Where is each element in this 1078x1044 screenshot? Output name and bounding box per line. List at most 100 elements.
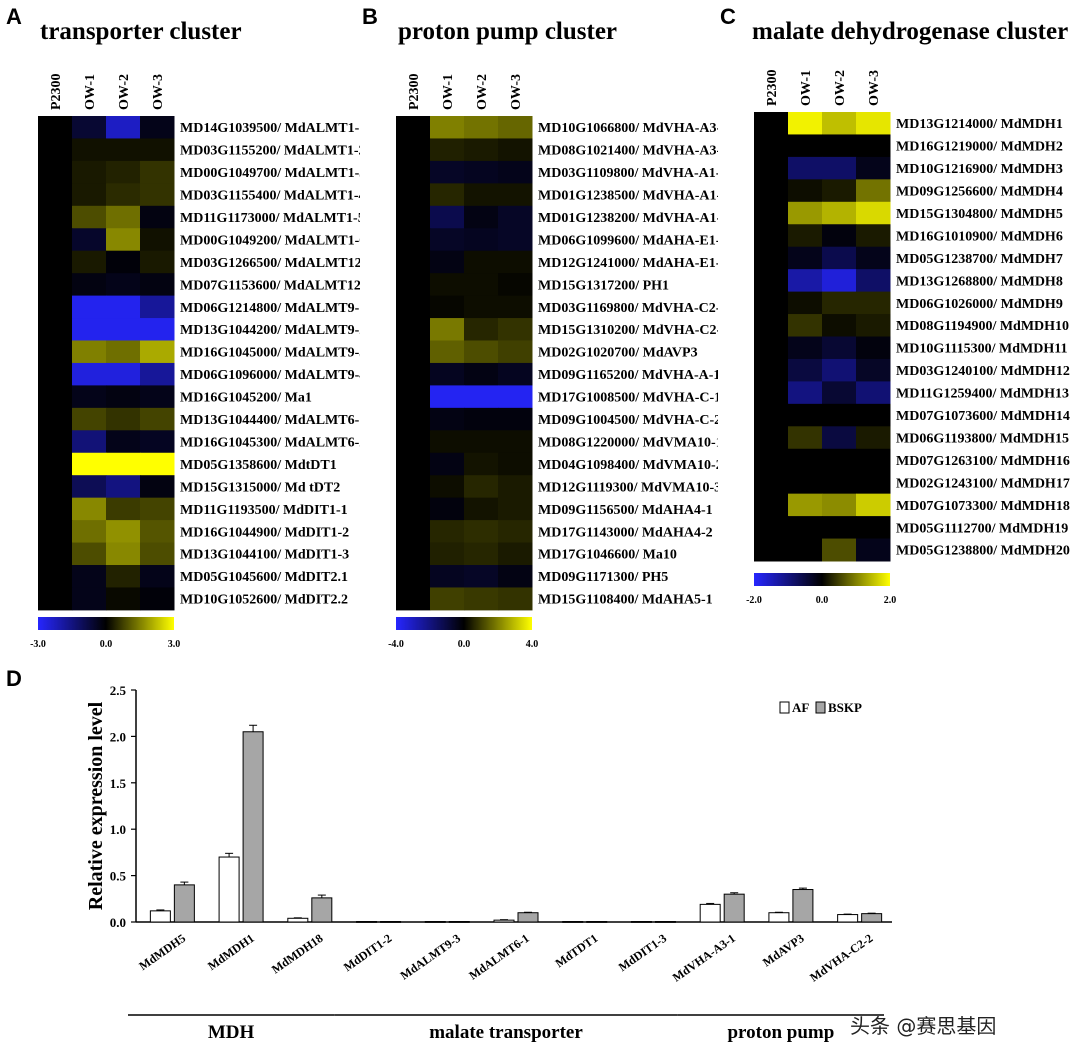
heatmap-cell [822,291,857,315]
heatmap-row-label: MD06G1099600/ MdAHA-E1-1 [538,233,718,248]
heatmap-cell [396,205,431,229]
heatmap-row-label: MD03G1266500/ MdALMT12-1 [180,256,360,271]
heatmap-cell [822,112,857,135]
heatmap-cell [430,340,465,364]
heatmap-cell [822,134,857,158]
heatmap-cell [140,250,175,274]
heatmap-cell [856,538,891,562]
y-tick-label: 2.5 [110,683,127,698]
heatmap-cell [72,542,107,566]
heatmap-cell [788,156,823,180]
heatmap-row-label: MD12G1241000/ MdAHA-E1-2 [538,256,718,271]
heatmap-cell [430,407,465,431]
heatmap-cell [430,520,465,544]
heatmap-cell [140,430,175,454]
heatmap-cell [38,250,73,274]
heatmap-row-label: MD17G1046600/ Ma10 [538,548,677,563]
legend-label-bskp: BSKP [828,700,862,715]
x-tick-label: MdMDH5 [136,931,188,973]
bar-bskp [242,731,264,923]
heatmap-cell [856,179,891,203]
heatmap-cell [38,295,73,319]
heatmap-cell [72,273,107,297]
heatmap-cell [72,565,107,588]
heatmap-cell [396,250,431,274]
heatmap-column-label: P2300 [49,73,64,110]
heatmap-row-label: MD01G1238500/ MdVHA-A1-2 [538,189,718,204]
heatmap-cell [464,138,499,162]
heatmap-cell [106,362,141,386]
y-tick-label: 0.0 [110,915,126,930]
heatmap-row-label: MD09G1156500/ MdAHA4-1 [538,503,713,518]
heatmap-cell [106,340,141,364]
heatmap-cell [430,362,465,386]
heatmap-cell [498,475,533,499]
heatmap-cell [430,497,465,521]
heatmap-cell [856,381,891,405]
heatmap-cell [498,385,533,409]
x-tick-label: MdAVP3 [760,931,807,969]
heatmap-row-label: MD00G1049200/ MdALMT1-6 [180,233,360,248]
heatmap-cell [822,358,857,382]
x-tick-label: MdTDT1 [553,931,601,970]
heatmap-column-label: OW-1 [83,74,98,110]
heatmap-cell [464,362,499,386]
heatmap-cell [430,430,465,454]
heatmap-cell [464,340,499,364]
heatmap-cell [140,228,175,252]
heatmap-cell [822,471,857,495]
heatmap-cell [72,497,107,521]
colorbar-tick-label: 2.0 [884,595,897,606]
heatmap-cell [430,385,465,409]
heatmap-cell [430,587,465,611]
y-tick-label: 1.0 [110,822,126,837]
heatmap-cell [464,116,499,139]
heatmap-cell [754,201,789,225]
heatmap-cell [106,116,141,139]
heatmap-cell [140,520,175,544]
heatmap-row-label: MD10G1115300/ MdMDH11 [896,342,1068,357]
legend-swatch-bskp [815,701,826,714]
heatmap-cell [396,452,431,476]
heatmap-cell [38,385,73,409]
heatmap-cell [106,295,141,319]
x-tick-label: MdVHA-A3-1 [670,931,738,985]
heatmap-cell [396,587,431,611]
heatmap-cell [498,340,533,364]
heatmap-cell [788,493,823,517]
heatmap-column-label: P2300 [765,69,780,106]
heatmap-cell [464,430,499,454]
heatmap-cell [72,587,107,611]
heatmap-cell [464,452,499,476]
heatmap-cell [754,471,789,495]
heatmap-row-label: MD07G1263100/ MdMDH16 [896,454,1070,469]
heatmap-cell [140,205,175,229]
heatmap-cell [106,475,141,499]
heatmap-cell [498,497,533,521]
heatmap-cell [856,269,891,293]
heatmap-mdh: P2300 OW-1 OW-2 OW-3 MD13G1214000/ MdMDH1 MD1… [746,69,1070,606]
heatmap-cell [430,160,465,184]
heatmap-cell [38,452,73,476]
heatmap-row-label: MD05G1112700/ MdMDH19 [896,521,1068,536]
heatmap-cell [106,205,141,229]
heatmap-row-label: MD05G1358600/ MdtDT1 [180,458,337,473]
heatmap-cell [788,516,823,540]
heatmap-cell [396,228,431,252]
heatmap-cell [140,318,175,341]
heatmap-cell [396,362,431,386]
heatmap-cell [140,273,175,297]
heatmap-row-label: MD10G1216900/ MdMDH3 [896,162,1063,177]
heatmap-cell [140,385,175,409]
heatmap-row-label: MD10G1052600/ MdDIT2.2 [180,593,348,608]
heatmap-column-label: OW-3 [509,74,524,110]
panel-title-b: proton pump cluster [398,18,618,45]
heatmap-cell [106,587,141,611]
panel-letter-a: A [6,4,22,29]
heatmap-cell [754,269,789,293]
y-axis-label: Relative expression level [85,701,107,910]
heatmap-cell [754,381,789,405]
bar-af [149,910,171,923]
heatmap-cell [856,112,891,135]
heatmap-cell [106,565,141,588]
